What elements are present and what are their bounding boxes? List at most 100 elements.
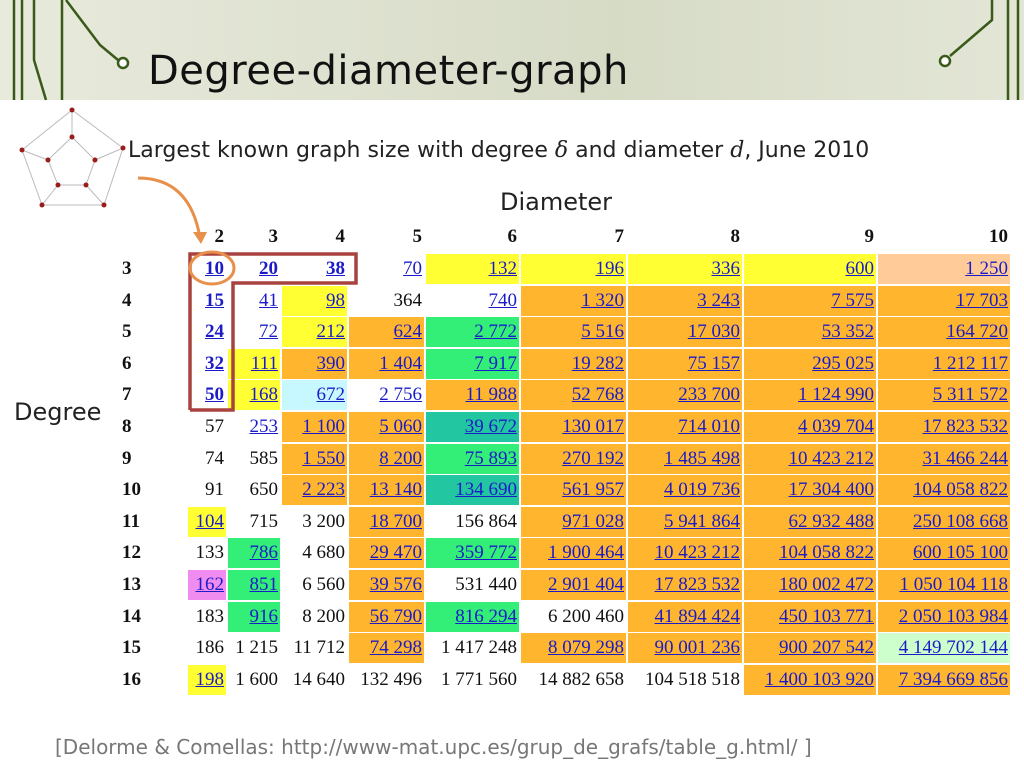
table-cell: 74 298 [349, 633, 424, 664]
table-cell: 104 518 518 [645, 668, 740, 690]
table-cell: 1 124 990 [744, 380, 876, 411]
table-cell: 5 311 572 [878, 380, 1010, 411]
header-band [0, 0, 1024, 100]
table-cell: 156 864 [455, 510, 517, 532]
row-header: 9 [122, 447, 132, 469]
table-cell: 715 [249, 510, 279, 532]
table-cell: 2 050 103 984 [878, 601, 1010, 632]
table-cell: 2 756 [379, 384, 422, 406]
table-cell: 561 957 [521, 475, 626, 506]
table-cell: 250 108 668 [878, 506, 1010, 537]
table-cell: 10 423 212 [744, 443, 876, 474]
table-cell: 104 058 822 [878, 475, 1010, 506]
table-cell: 38 [326, 258, 345, 279]
table-cell: 3 200 [302, 510, 345, 532]
caption-symbol: d [730, 138, 745, 163]
table-cell: 212 [282, 317, 347, 348]
table-cell: 600 105 100 [878, 538, 1010, 569]
table-cell: 295 025 [744, 348, 876, 379]
table-cell: 75 157 [628, 348, 742, 379]
table-cell: 168 [228, 380, 280, 411]
table-cell: 164 720 [878, 317, 1010, 348]
table-cell: 70 [403, 258, 422, 279]
table-cell: 1 050 104 118 [878, 570, 1010, 600]
table-cell: 6 560 [302, 574, 345, 595]
caption-text: Largest known graph size with degree [128, 138, 555, 163]
table-cell: 8 200 [302, 605, 345, 627]
table-cell: 1 600 [235, 668, 278, 690]
table-cell: 186 [195, 637, 225, 659]
row-header: 6 [122, 352, 132, 374]
table-cell: 10 423 212 [628, 538, 742, 569]
table-cell: 17 030 [628, 317, 742, 348]
citation: [Delorme & Comellas: http://www-mat.upc.… [55, 735, 812, 759]
table-cell: 180 002 472 [744, 570, 876, 600]
table-cell: 531 440 [455, 574, 517, 595]
table-cell: 14 640 [292, 668, 345, 690]
table-cell: 1 485 498 [628, 443, 742, 474]
table-cell: 162 [188, 570, 226, 600]
table-cell: 364 [393, 289, 423, 311]
table-cell: 3 243 [628, 285, 742, 316]
table-cell: 4 019 736 [628, 475, 742, 506]
column-header: 8 [730, 226, 741, 247]
row-header: 11 [122, 510, 140, 532]
table-cell: 56 790 [349, 601, 424, 632]
row-header: 16 [122, 668, 141, 690]
row-header: 7 [122, 384, 132, 406]
table-cell: 600 [744, 254, 876, 284]
table-cell: 72 [259, 321, 278, 343]
table-cell: 50 [205, 384, 224, 406]
table-cell: 104 058 822 [744, 538, 876, 569]
table-cell: 1 400 103 920 [744, 664, 876, 695]
table-cell: 916 [228, 601, 280, 632]
table-cell: 1 250 [878, 254, 1010, 284]
row-header: 3 [122, 258, 132, 279]
table-cell: 133 [195, 542, 225, 564]
table-cell: 24 [205, 321, 224, 343]
table-cell: 41 [259, 289, 278, 311]
table-cell: 714 010 [628, 412, 742, 442]
table-cell: 57 [205, 416, 224, 437]
table-cell: 18 700 [349, 506, 424, 537]
caption-symbol: δ [554, 138, 569, 163]
row-header: 10 [122, 479, 141, 501]
column-header: 4 [335, 226, 346, 247]
table-cell: 4 039 704 [744, 412, 876, 442]
column-header: 7 [614, 226, 625, 247]
column-header: 3 [268, 226, 279, 247]
table-cell: 74 [205, 447, 224, 469]
row-header: 12 [122, 542, 141, 564]
caption-text: , June 2010 [744, 138, 870, 163]
column-header: 9 [864, 226, 875, 247]
table-cell: 130 017 [521, 412, 626, 442]
table-cell: 336 [628, 254, 742, 284]
table-cell: 6 200 460 [548, 605, 624, 627]
table-cell: 17 823 532 [628, 570, 742, 600]
table-cell: 62 932 488 [744, 506, 876, 537]
table-cell: 91 [205, 479, 224, 501]
table-cell: 2 772 [426, 317, 519, 348]
table-cell: 13 140 [349, 475, 424, 506]
table-cell: 2 223 [282, 475, 347, 506]
caption-text: and diameter [568, 138, 731, 163]
table-cell: 132 [426, 254, 519, 284]
table-cell: 585 [249, 447, 279, 469]
table-cell: 17 304 400 [744, 475, 876, 506]
table-cell: 104 [188, 506, 226, 537]
table-cell: 8 200 [349, 443, 424, 474]
table-cell: 198 [188, 664, 226, 695]
table-cell: 41 894 424 [628, 601, 742, 632]
table-cell: 390 [282, 348, 347, 379]
table-cell: 359 772 [426, 538, 519, 569]
table-cell: 75 893 [426, 443, 519, 474]
table-cell: 1 215 [235, 637, 278, 659]
table-cell: 5 516 [521, 317, 626, 348]
table-cell: 1 550 [282, 443, 347, 474]
table-cell: 786 [228, 538, 280, 569]
column-header: 2 [214, 226, 225, 247]
column-header: 10 [989, 226, 1008, 247]
table-cell: 253 [249, 416, 279, 437]
column-label: Diameter [500, 188, 613, 216]
table-cell: 196 [521, 254, 626, 284]
